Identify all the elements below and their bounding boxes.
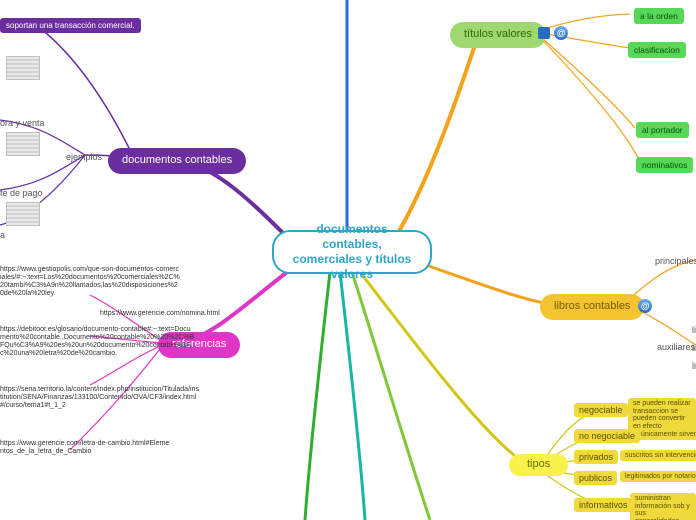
desc-informativos: suministran información sob y sus genera… bbox=[630, 493, 696, 520]
dc-a: a bbox=[0, 230, 5, 240]
desc-no-negociable: únicamente sirven com bbox=[636, 429, 696, 440]
dc-soportan: soportan una transacción comercial. bbox=[0, 18, 141, 33]
desc-negociable: se pueden realizar transaccion se pueden… bbox=[628, 398, 696, 433]
tipo-publicos[interactable]: publicos bbox=[574, 471, 617, 485]
tv-clasificacion[interactable]: clasificacion bbox=[628, 42, 686, 58]
lc-lib3: li bbox=[692, 361, 696, 371]
dc-ora-venta: ora y venta bbox=[0, 118, 45, 128]
tv-nominativos[interactable]: nominativos bbox=[636, 157, 693, 173]
desc-privados: suscritos sin intervención de not bbox=[620, 450, 696, 461]
dc-te-pago: te de pago bbox=[0, 188, 43, 198]
tipo-privados[interactable]: privados bbox=[574, 450, 618, 464]
thumbnail-icon bbox=[6, 56, 40, 80]
tipo-negociable[interactable]: negociable bbox=[574, 403, 628, 417]
tv-al-portador[interactable]: al portador bbox=[636, 122, 689, 138]
ref-url-3[interactable]: https://debitoor.es/glosario/documento-c… bbox=[0, 326, 195, 358]
branch-documentos-contables[interactable]: documentos contables bbox=[108, 148, 246, 174]
at-icon: @ bbox=[638, 299, 652, 313]
thumbnail-icon bbox=[6, 202, 40, 226]
ref-url-4[interactable]: https://sena.territorio.la/content/index… bbox=[0, 386, 200, 410]
lc-lib2: li bbox=[692, 343, 696, 353]
lc-principales: principales bbox=[655, 256, 696, 266]
square-icon bbox=[538, 27, 550, 39]
tipo-informativos[interactable]: informativos bbox=[574, 498, 633, 512]
lc-auxiliares: auxiliares bbox=[657, 342, 695, 352]
branch-tipos[interactable]: tipos bbox=[509, 454, 568, 476]
lc-lib1: li bbox=[692, 325, 696, 335]
tv-a-la-orden[interactable]: a la orden bbox=[634, 8, 684, 24]
branch-libros-contables[interactable]: libros contables bbox=[540, 294, 644, 320]
ref-url-5[interactable]: https://www.gerencie.com/letra-de-cambio… bbox=[0, 440, 170, 456]
at-icon: @ bbox=[554, 26, 568, 40]
desc-publicos: legitimados por notarios o funcio bbox=[620, 471, 696, 482]
ref-url-1[interactable]: https://www.gestiopolis.com/que-son-docu… bbox=[0, 266, 180, 298]
dc-ejemplos: ejemplos bbox=[66, 152, 102, 162]
thumbnail-icon bbox=[6, 132, 40, 156]
ref-url-2[interactable]: https://www.gerencie.com/nomina.html bbox=[100, 310, 240, 318]
branch-titulos-valores[interactable]: títulos valores bbox=[450, 22, 546, 48]
center-node[interactable]: documentos contables, comerciales y títu… bbox=[272, 230, 432, 274]
